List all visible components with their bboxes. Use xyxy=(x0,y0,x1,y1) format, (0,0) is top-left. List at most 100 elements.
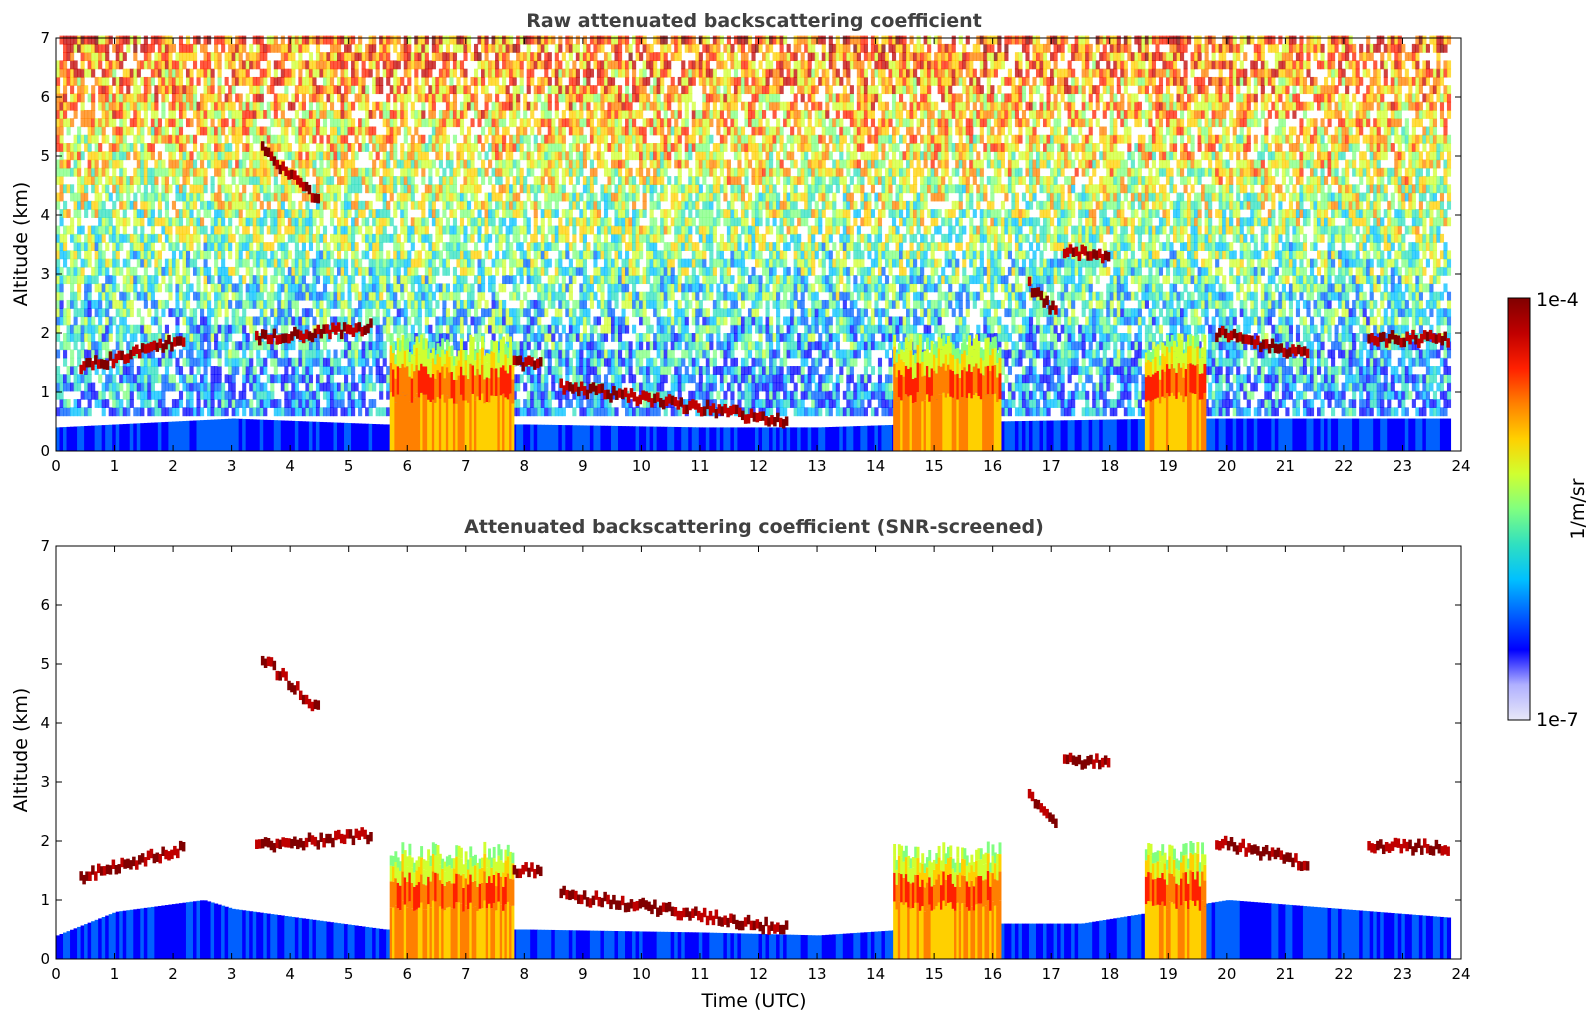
noise-cell xyxy=(150,76,155,86)
noise-cell xyxy=(70,225,75,235)
noise-cell xyxy=(329,192,335,202)
noise-cell xyxy=(235,399,240,408)
noise-cell xyxy=(547,52,552,62)
noise-cell xyxy=(379,366,384,375)
noise-cell xyxy=(368,407,373,417)
noise-cell xyxy=(140,134,145,144)
noise-cell xyxy=(351,184,356,194)
noise-cell xyxy=(235,308,240,318)
noise-cell xyxy=(442,85,447,95)
noise-cell xyxy=(421,258,426,268)
noise-cell xyxy=(259,250,264,260)
noise-cell xyxy=(509,209,514,218)
noise-cell xyxy=(63,93,68,103)
noise-cell xyxy=(526,118,531,128)
noise-cell xyxy=(252,167,257,177)
noise-cell xyxy=(407,143,412,152)
noise-cell xyxy=(224,184,229,194)
noise-cell xyxy=(410,258,415,268)
noise-cell xyxy=(189,242,194,251)
noise-cell xyxy=(449,76,454,86)
noise-cell xyxy=(484,250,489,260)
noise-cell xyxy=(214,242,219,251)
noise-cell xyxy=(351,366,356,375)
noise-cell xyxy=(315,308,321,318)
noise-cell xyxy=(231,283,236,293)
noise-cell xyxy=(284,126,289,136)
noise-cell xyxy=(59,374,64,384)
noise-cell xyxy=(273,109,278,119)
noise-cell xyxy=(329,366,335,375)
noise-cell xyxy=(558,60,563,70)
noise-cell xyxy=(393,143,398,152)
noise-cell xyxy=(449,151,454,161)
noise-cell xyxy=(210,126,215,136)
noise-cell xyxy=(519,225,524,235)
noise-cell xyxy=(196,407,201,417)
noise-cell xyxy=(249,250,254,260)
noise-cell xyxy=(122,76,127,86)
noise-cell xyxy=(157,217,162,227)
noise-cell xyxy=(526,366,531,375)
noise-cell xyxy=(319,357,324,367)
noise-cell xyxy=(410,200,415,210)
noise-cell xyxy=(382,200,387,210)
noise-cell xyxy=(245,316,250,326)
noise-cell xyxy=(87,52,92,62)
noise-cell xyxy=(495,68,500,78)
noise-cell xyxy=(389,316,394,326)
noise-cell xyxy=(84,134,89,144)
noise-cell xyxy=(77,242,82,251)
noise-cell xyxy=(242,333,247,342)
noise-cell xyxy=(322,390,328,400)
noise-cell xyxy=(428,167,433,177)
noise-cell xyxy=(87,324,92,334)
noise-cell xyxy=(178,143,184,152)
noise-cell xyxy=(337,126,342,136)
noise-cell xyxy=(157,126,162,136)
noise-cell xyxy=(456,242,461,251)
noise-cell xyxy=(185,233,191,243)
noise-cell xyxy=(80,118,85,128)
noise-cell xyxy=(322,68,328,78)
noise-cell xyxy=(73,308,78,318)
noise-cell xyxy=(280,233,285,243)
noise-cell xyxy=(224,374,229,384)
noise-cell xyxy=(277,217,282,227)
noise-cell xyxy=(171,93,177,103)
noise-cell xyxy=(554,93,559,103)
noise-cell xyxy=(298,266,303,276)
noise-cell xyxy=(449,333,454,342)
noise-cell xyxy=(207,93,212,103)
noise-cell xyxy=(505,316,510,326)
noise-cell xyxy=(210,109,215,119)
noise-cell xyxy=(161,60,166,70)
noise-cell xyxy=(354,52,359,62)
noise-cell xyxy=(445,225,450,235)
noise-cell xyxy=(445,60,450,70)
noise-cell xyxy=(351,390,356,400)
noise-cell xyxy=(273,407,278,417)
noise-cell xyxy=(59,68,64,78)
noise-cell xyxy=(565,308,570,318)
noise-cell xyxy=(231,233,236,243)
noise-cell xyxy=(133,407,138,417)
noise-cell xyxy=(333,60,338,70)
noise-cell xyxy=(438,85,443,95)
noise-cell xyxy=(523,209,528,218)
noise-cell xyxy=(519,275,524,285)
noise-cell xyxy=(140,324,145,334)
noise-cell xyxy=(298,209,303,218)
noise-cell xyxy=(393,126,398,136)
noise-cell xyxy=(403,68,408,78)
noise-cell xyxy=(551,68,556,78)
noise-cell xyxy=(333,233,338,243)
noise-cell xyxy=(129,275,134,285)
noise-cell xyxy=(301,399,306,408)
noise-cell xyxy=(435,52,440,62)
noise-cell xyxy=(56,225,61,235)
noise-cell xyxy=(270,299,275,309)
noise-cell xyxy=(294,366,299,375)
noise-cell xyxy=(340,275,345,285)
noise-cell xyxy=(157,374,162,384)
